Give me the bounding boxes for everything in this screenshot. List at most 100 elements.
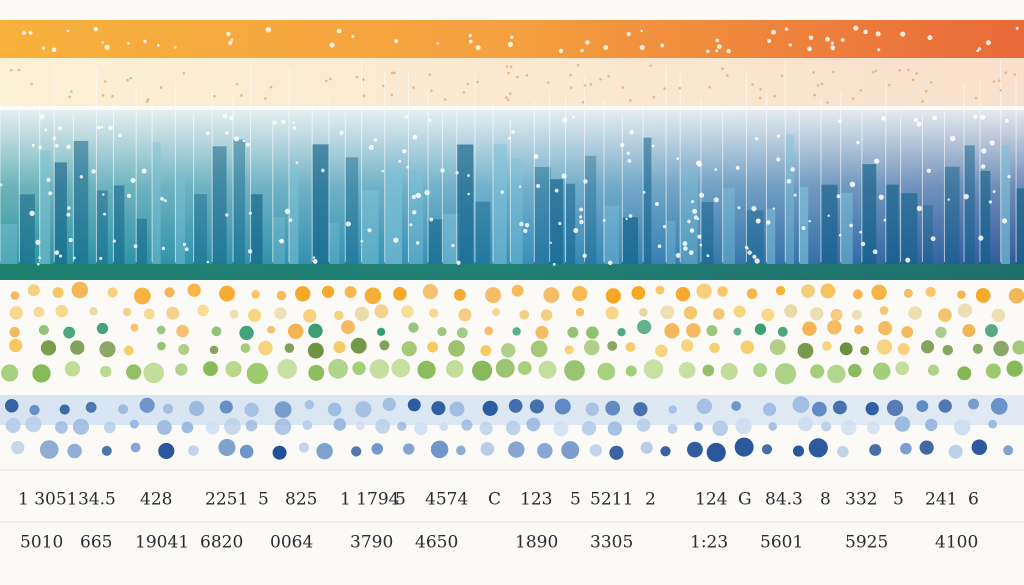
stripe	[19, 194, 35, 264]
speckle	[676, 157, 680, 160]
dot	[871, 284, 887, 301]
stripe	[534, 167, 552, 264]
dot	[166, 306, 180, 320]
speckle	[978, 235, 984, 241]
speckle	[68, 237, 73, 243]
speckle	[230, 38, 234, 41]
dot	[948, 444, 963, 459]
speckle	[765, 220, 771, 225]
dot	[287, 323, 304, 340]
dot	[975, 288, 991, 303]
dot	[540, 309, 553, 321]
speckle	[394, 39, 399, 44]
speckle	[583, 179, 588, 184]
speckle	[182, 72, 186, 75]
dot	[350, 337, 367, 354]
speckle	[288, 218, 293, 223]
speckle	[51, 47, 57, 53]
speckle	[549, 241, 552, 245]
dot	[414, 421, 428, 436]
dot	[683, 306, 698, 320]
dot	[938, 308, 952, 323]
dot	[678, 361, 696, 379]
dot	[439, 422, 448, 431]
dot	[740, 340, 755, 355]
speckle	[561, 173, 567, 179]
speckle	[382, 84, 385, 88]
speckle	[161, 246, 166, 251]
stripe	[643, 137, 652, 264]
speckle	[921, 100, 924, 103]
dot	[229, 309, 239, 319]
speckle	[675, 252, 681, 259]
stripe	[474, 201, 491, 264]
speckle	[126, 78, 129, 82]
speckle	[406, 165, 410, 169]
dot	[553, 421, 569, 437]
speckle	[462, 91, 466, 94]
speckle	[569, 73, 572, 77]
number-label: 1 3051	[18, 490, 77, 510]
dot	[40, 340, 57, 356]
dot	[631, 285, 646, 300]
speckle	[830, 41, 834, 45]
dot	[495, 358, 515, 378]
dot	[298, 442, 310, 453]
dot	[374, 304, 389, 319]
speckle	[336, 28, 342, 34]
speckle	[863, 29, 868, 35]
dot	[162, 403, 174, 414]
dot	[798, 416, 813, 432]
dot	[991, 308, 1006, 323]
dot	[408, 322, 419, 333]
dot	[295, 286, 311, 302]
dot	[581, 421, 597, 436]
dot	[792, 396, 810, 413]
dot	[124, 345, 134, 356]
green-strip	[0, 264, 1024, 280]
speckle	[607, 260, 613, 266]
dot	[895, 361, 909, 376]
number-label: 2251	[205, 490, 248, 510]
dot	[55, 304, 68, 318]
dot	[9, 306, 23, 320]
dot	[302, 420, 313, 430]
speckle	[992, 80, 996, 83]
dot	[731, 401, 742, 411]
dot	[529, 399, 544, 414]
speckle	[411, 194, 417, 200]
speckle	[552, 262, 556, 266]
speckle	[916, 205, 923, 212]
dot	[164, 287, 175, 298]
dot	[575, 307, 585, 317]
dot	[52, 287, 64, 299]
dot	[245, 419, 258, 432]
dot	[157, 341, 166, 351]
speckle	[412, 134, 418, 140]
dot	[564, 360, 585, 381]
speckle	[874, 69, 878, 73]
speckle	[851, 97, 855, 100]
dot	[810, 364, 825, 379]
speckle	[242, 139, 246, 143]
speckle	[44, 128, 48, 132]
dot	[181, 421, 194, 434]
stripe	[428, 219, 444, 264]
speckle	[97, 125, 101, 130]
dot	[572, 285, 588, 302]
stripe	[622, 217, 639, 264]
dot	[240, 343, 251, 353]
speckle	[721, 67, 724, 70]
speckle	[424, 189, 430, 196]
speckle	[579, 207, 583, 212]
speckle	[989, 140, 995, 146]
dot	[1012, 340, 1024, 355]
dot	[538, 360, 557, 379]
speckle	[708, 85, 711, 89]
speckle	[714, 168, 718, 171]
speckle	[54, 250, 60, 256]
speckle	[932, 115, 938, 121]
dot	[99, 341, 116, 358]
dot	[589, 444, 603, 457]
speckle	[108, 125, 113, 131]
